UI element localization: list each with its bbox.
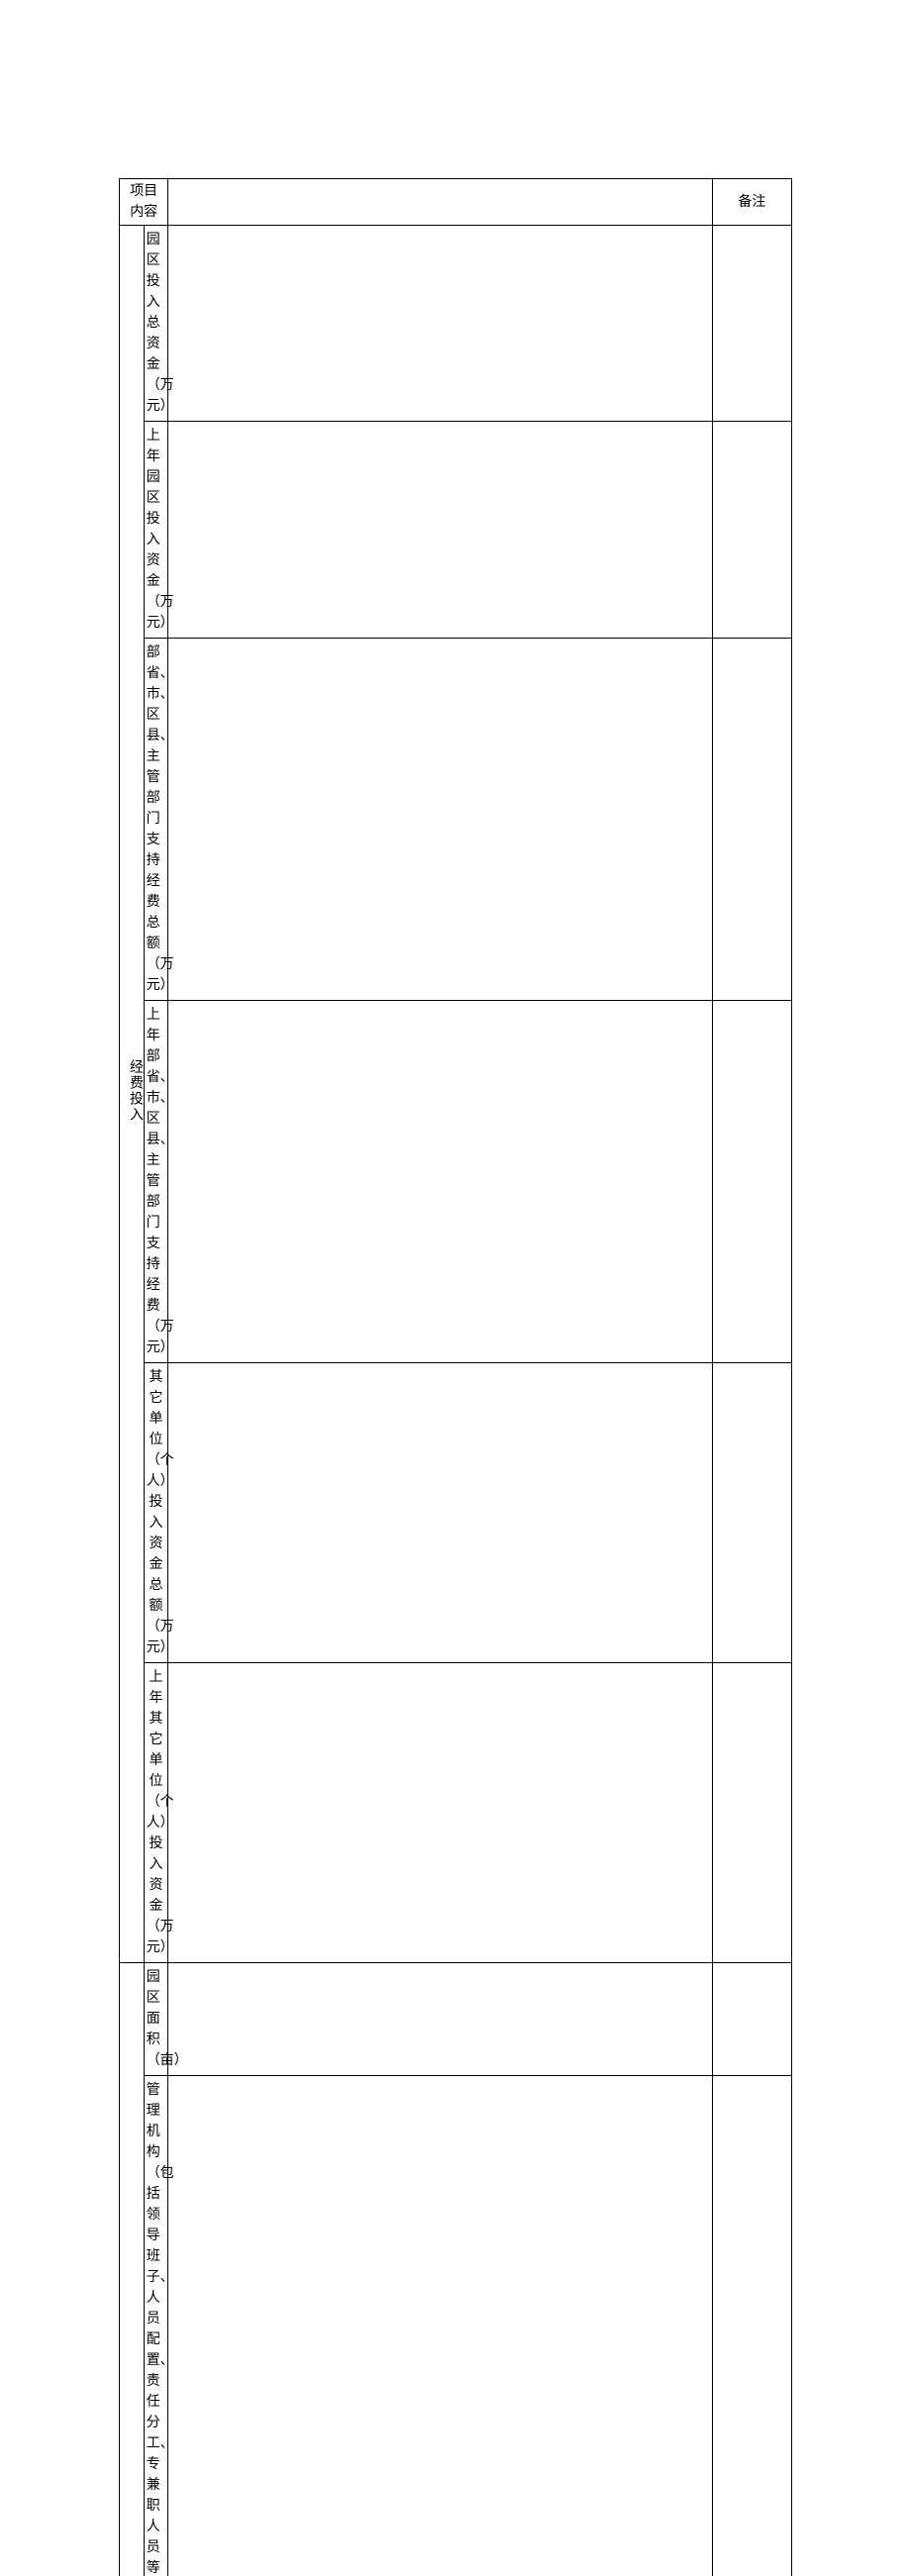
value-cell <box>168 2076 712 2576</box>
table-row: 经费投入 园区投入总资金（万元） <box>120 226 792 422</box>
table-row: 其它单位（个人）投入资金总额（万元） <box>120 1363 792 1663</box>
header-item: 项目内容 <box>120 179 168 226</box>
note-cell <box>712 1001 791 1363</box>
table-row: 部省、市、区县、主管部门支持经费总额（万元） <box>120 639 792 1001</box>
header-notes: 备注 <box>712 179 791 226</box>
item-cell: 管理机构（包括领导班子、人员配置、责任分工、专兼职人员等情况） <box>144 2076 168 2576</box>
item-cell: 园区面积（亩） <box>144 1963 168 2076</box>
category-label: 经费投入 <box>125 1059 146 1123</box>
table-row: 上年部省、市、区县、主管部门支持经费（万元） <box>120 1001 792 1363</box>
item-cell: 上年其它单位（个人）投入资金（万元） <box>144 1663 168 1963</box>
value-cell <box>168 1001 712 1363</box>
item-cell: 上年园区投入资金（万元） <box>144 422 168 639</box>
table-row: 上年其它单位（个人）投入资金（万元） <box>120 1663 792 1963</box>
table-row: 管理机构（包括领导班子、人员配置、责任分工、专兼职人员等情况） <box>120 2076 792 2576</box>
note-cell <box>712 2076 791 2576</box>
item-cell: 园区投入总资金（万元） <box>144 226 168 422</box>
note-cell <box>712 1963 791 2076</box>
note-cell <box>712 1663 791 1963</box>
value-cell <box>168 1963 712 2076</box>
category-cell: 经费投入 <box>120 226 145 1963</box>
note-cell <box>712 1363 791 1663</box>
item-cell: 部省、市、区县、主管部门支持经费总额（万元） <box>144 639 168 1001</box>
category-cell: 经营管理宣传 <box>120 1963 145 2576</box>
main-table: 项目内容 备注 经费投入 园区投入总资金（万元） 上年园区投入资金（万元） 部省… <box>119 178 792 2576</box>
header-row: 项目内容 备注 <box>120 179 792 226</box>
value-cell <box>168 422 712 639</box>
table-row: 经营管理宣传 园区面积（亩） <box>120 1963 792 2076</box>
header-value <box>168 179 712 226</box>
note-cell <box>712 422 791 639</box>
item-cell: 其它单位（个人）投入资金总额（万元） <box>144 1363 168 1663</box>
value-cell <box>168 639 712 1001</box>
note-cell <box>712 226 791 422</box>
value-cell <box>168 1363 712 1663</box>
value-cell <box>168 226 712 422</box>
item-cell: 上年部省、市、区县、主管部门支持经费（万元） <box>144 1001 168 1363</box>
value-cell <box>168 1663 712 1963</box>
table-row: 上年园区投入资金（万元） <box>120 422 792 639</box>
note-cell <box>712 639 791 1001</box>
